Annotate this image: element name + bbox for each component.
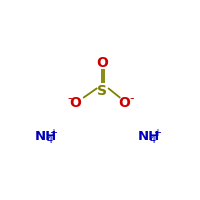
Text: O: O [97,56,108,70]
Text: O: O [69,96,81,110]
Text: +: + [153,128,161,138]
Text: 4: 4 [150,135,156,145]
Text: -: - [68,92,72,105]
Text: NH: NH [35,130,57,143]
Text: -: - [129,92,133,105]
Text: NH: NH [138,130,160,143]
Text: 4: 4 [47,135,53,145]
Text: S: S [98,84,108,98]
Text: +: + [49,128,57,138]
Text: O: O [118,96,130,110]
